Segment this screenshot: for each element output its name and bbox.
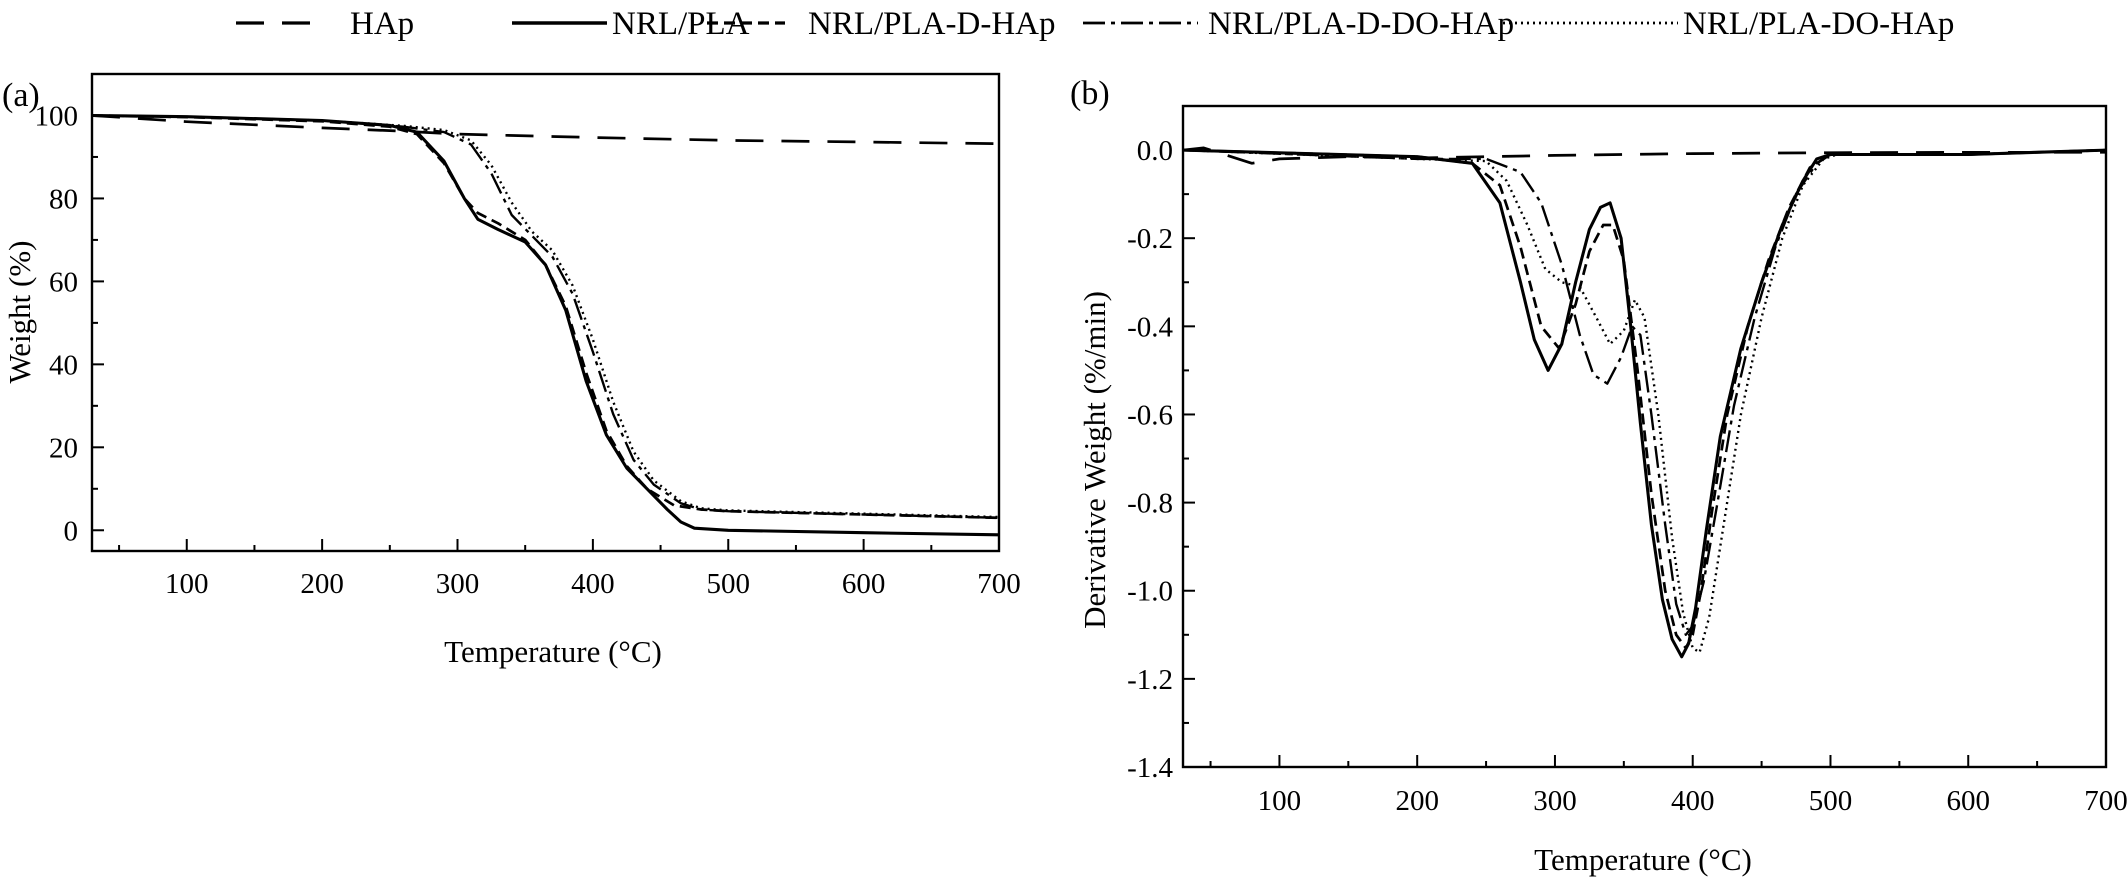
legend-label: HAp xyxy=(350,6,414,42)
series-line-nrl-pla xyxy=(1183,148,2106,659)
series-line-nrl-pla-do-hap xyxy=(1183,148,2106,654)
y-tick-label: 0.0 xyxy=(1137,135,1173,167)
y-tick-label: 0 xyxy=(64,515,79,547)
x-tick-label: 100 xyxy=(165,568,209,600)
x-tick-label: 200 xyxy=(300,568,344,600)
y-tick-label: -0.8 xyxy=(1127,488,1173,520)
y-tick-label: -0.4 xyxy=(1127,311,1173,343)
y-tick-label: -0.2 xyxy=(1127,223,1173,255)
y-tick-label: 80 xyxy=(49,183,78,215)
series-line-nrl-pla-d-hap xyxy=(1183,148,2106,650)
y-axis-label: Weight (%) xyxy=(2,241,37,384)
x-tick-label: 200 xyxy=(1395,785,1439,817)
panel-label: (a) xyxy=(2,77,40,114)
legend-item-nrl-pla-d-do-hap: NRL/PLA-D-DO-HAp xyxy=(1083,6,1514,42)
x-tick-label: 300 xyxy=(436,568,480,600)
y-tick-label: -0.6 xyxy=(1127,399,1173,431)
x-tick-label: 600 xyxy=(842,568,886,600)
x-tick-label: 400 xyxy=(571,568,615,600)
legend-item-hap: HAp xyxy=(236,6,414,42)
x-tick-label: 700 xyxy=(977,568,1021,600)
y-tick-label: -1.4 xyxy=(1127,752,1173,784)
panel-a: (a)100 200 300 400 500 600 700020406080100Temp… xyxy=(2,72,1021,669)
series-line-hap xyxy=(92,114,999,146)
series-line-nrl-pla-do-hap xyxy=(92,114,999,519)
x-tick-label: 700 xyxy=(2084,785,2128,817)
series-line-nrl-pla-d-do-hap xyxy=(1183,148,2106,636)
x-tick-label: 600 xyxy=(1946,785,1990,817)
series-line-nrl-pla-d-hap xyxy=(92,114,999,520)
x-tick-label: 100 xyxy=(1258,785,1302,817)
y-tick-label: -1.2 xyxy=(1127,664,1173,696)
panel-label: (b) xyxy=(1070,75,1110,112)
legend-label: NRL/PLA-D-DO-HAp xyxy=(1208,6,1514,42)
x-axis-label: Temperature (°C) xyxy=(444,634,662,669)
plot-frame xyxy=(1181,104,2108,769)
y-tick-label: 20 xyxy=(49,432,78,464)
series-group xyxy=(92,113,999,537)
legend-label: NRL/PLA-D-HAp xyxy=(808,6,1055,42)
x-tick-label: 400 xyxy=(1671,785,1715,817)
series-line-nrl-pla xyxy=(92,113,999,537)
x-tick-label: 500 xyxy=(1809,785,1853,817)
y-tick-label: 100 xyxy=(35,100,79,132)
y-tick-label: 40 xyxy=(49,349,78,381)
series-line-nrl-pla-d-do-hap xyxy=(92,114,999,519)
legend-item-nrl-pla-d-hap: NRL/PLA-D-HAp xyxy=(707,6,1055,42)
y-tick-label: 60 xyxy=(49,266,78,298)
series-group xyxy=(1183,146,2106,659)
legend-label: NRL/PLA-DO-HAp xyxy=(1683,6,1954,42)
x-axis-label: Temperature (°C) xyxy=(1534,842,1752,877)
legend: HAp NRL/PLA NRL/PLA-D-HAp NRL/PLA-D-DO-HAp N… xyxy=(236,6,1954,42)
y-tick-label: -1.0 xyxy=(1127,576,1173,608)
plot-frame xyxy=(90,72,1001,553)
legend-item-nrl-pla-do-hap: NRL/PLA-DO-HAp xyxy=(1503,6,1954,42)
panel-b: (b) 100 200 300 400 500 600 700 0.0 -0.2 -0.4 -0.6 -… xyxy=(1070,75,2128,877)
y-axis-label: Derivative Weight (%/min) xyxy=(1077,291,1112,629)
x-tick-label: 300 xyxy=(1533,785,1577,817)
x-tick-label: 500 xyxy=(707,568,751,600)
